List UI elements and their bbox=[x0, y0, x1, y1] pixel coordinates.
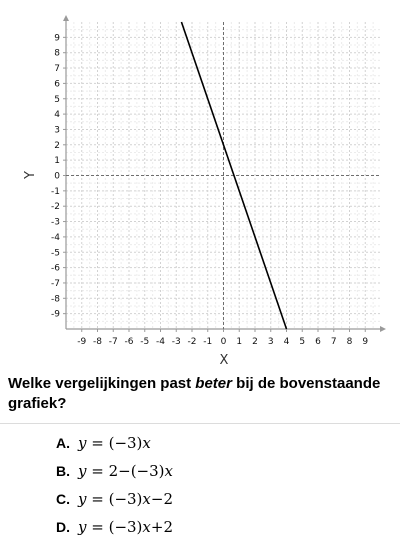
x-tick-label: 7 bbox=[331, 337, 337, 347]
y-tick-label: 3 bbox=[54, 125, 60, 135]
x-tick-label: 9 bbox=[362, 337, 368, 347]
y-tick-label: -7 bbox=[51, 279, 60, 289]
series-line bbox=[180, 21, 288, 330]
y-tick-label: 7 bbox=[54, 64, 60, 74]
option-letter: A. bbox=[56, 435, 70, 451]
y-tick-label: -1 bbox=[51, 187, 60, 197]
x-tick-label: 4 bbox=[284, 337, 290, 347]
equation-variable: x bbox=[164, 462, 173, 480]
y-tick-label: -2 bbox=[51, 202, 60, 212]
y-axis-label: Y bbox=[23, 171, 38, 180]
x-axis-label: X bbox=[220, 353, 229, 368]
y-tick-label: 2 bbox=[54, 141, 60, 151]
x-tick-label: -5 bbox=[140, 337, 149, 347]
x-axis-arrow bbox=[380, 326, 386, 332]
option-letter: B. bbox=[56, 463, 70, 479]
answer-option[interactable]: D. y = (−3)x+2 bbox=[56, 515, 173, 539]
y-tick-label: -3 bbox=[51, 218, 60, 228]
answer-option[interactable]: C. y = (−3)x−2 bbox=[56, 487, 173, 511]
x-tick-label: -8 bbox=[93, 337, 102, 347]
option-equation: y = (−3)x−2 bbox=[78, 490, 173, 508]
x-tick-label: -7 bbox=[109, 337, 118, 347]
x-tick-label: -1 bbox=[203, 337, 212, 347]
x-tick-label: 3 bbox=[268, 337, 274, 347]
axes bbox=[63, 15, 386, 332]
series bbox=[180, 21, 288, 330]
x-tick-label: -4 bbox=[156, 337, 165, 347]
option-equation: y = (−3)x bbox=[78, 434, 151, 452]
x-tick-label: -6 bbox=[125, 337, 134, 347]
y-tick-label: 8 bbox=[54, 49, 60, 59]
option-letter: C. bbox=[56, 491, 70, 507]
question-prefix: Welke vergelijkingen past bbox=[8, 375, 196, 392]
answer-option[interactable]: A. y = (−3)x bbox=[56, 431, 151, 455]
y-tick-label: 0 bbox=[54, 172, 60, 182]
equation-variable: y bbox=[78, 462, 87, 480]
y-tick-label: -6 bbox=[51, 264, 60, 274]
x-tick-label: -9 bbox=[77, 337, 86, 347]
y-tick-label: -8 bbox=[51, 294, 60, 304]
divider bbox=[0, 423, 400, 424]
x-tick-label: 5 bbox=[299, 337, 305, 347]
x-tick-label: 0 bbox=[221, 337, 227, 347]
answer-option[interactable]: B. y = 2−(−3)x bbox=[56, 459, 173, 483]
x-tick-label: -2 bbox=[188, 337, 197, 347]
equation-text: = 2−(−3) bbox=[86, 462, 165, 480]
y-tick-label: -9 bbox=[51, 310, 60, 320]
option-letter: D. bbox=[56, 519, 70, 535]
x-tick-label: 2 bbox=[252, 337, 258, 347]
y-tick-label: 5 bbox=[54, 95, 60, 105]
equation-text: −2 bbox=[150, 490, 173, 508]
equation-variable: y bbox=[78, 518, 87, 536]
y-tick-label: -4 bbox=[51, 233, 60, 243]
question-text: Welke vergelijkingen past beter bij de b… bbox=[8, 374, 396, 414]
equation-variable: x bbox=[142, 518, 151, 536]
y-tick-label: 4 bbox=[54, 110, 60, 120]
equation-variable: y bbox=[78, 434, 87, 452]
y-tick-label: 6 bbox=[54, 79, 60, 89]
question-suffix: bij de bovenstaande grafiek? bbox=[8, 375, 381, 412]
option-equation: y = (−3)x+2 bbox=[78, 518, 173, 536]
question-emphasis: beter bbox=[195, 375, 232, 392]
y-tick-label: 1 bbox=[54, 156, 60, 166]
x-tick-label: 1 bbox=[236, 337, 242, 347]
equation-text: = (−3) bbox=[86, 518, 143, 536]
y-tick-label: 9 bbox=[54, 33, 60, 43]
y-axis-arrow bbox=[63, 15, 69, 21]
equation-variable: x bbox=[142, 490, 151, 508]
equation-text: = (−3) bbox=[86, 434, 143, 452]
y-tick-label: -5 bbox=[51, 248, 60, 258]
x-tick-label: 8 bbox=[347, 337, 353, 347]
x-tick-label: -3 bbox=[172, 337, 181, 347]
graph: 9 8 7 6 5 4 3 2 1 0 -1 -2 -3 -4 -5 -6 -7 -8 -9 -9 -8 -7 -6 -5 -4… bbox=[23, 15, 386, 368]
equation-text: = (−3) bbox=[86, 490, 143, 508]
x-tick-label: 6 bbox=[315, 337, 321, 347]
equation-variable: x bbox=[142, 434, 151, 452]
equation-variable: y bbox=[78, 490, 87, 508]
equation-text: +2 bbox=[150, 518, 173, 536]
option-equation: y = 2−(−3)x bbox=[78, 462, 173, 480]
